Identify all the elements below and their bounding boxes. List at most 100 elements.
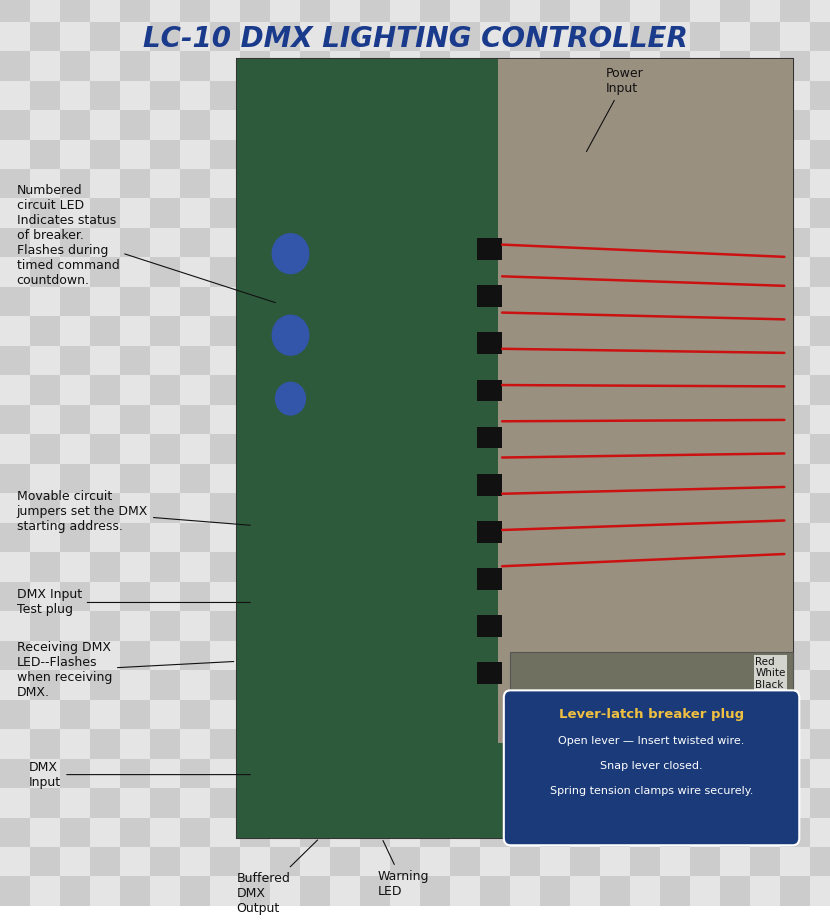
Bar xyxy=(420,21,450,51)
Bar xyxy=(510,110,540,139)
Bar xyxy=(750,316,780,346)
Bar xyxy=(240,611,270,641)
Bar xyxy=(300,169,330,198)
Bar xyxy=(810,80,830,110)
Bar xyxy=(240,139,270,169)
Bar xyxy=(300,375,330,405)
Bar xyxy=(240,228,270,257)
Bar xyxy=(600,552,630,582)
Bar xyxy=(690,641,720,670)
Bar xyxy=(570,375,600,405)
Bar xyxy=(477,662,502,684)
Bar xyxy=(60,582,90,611)
Bar xyxy=(540,641,570,670)
Bar xyxy=(630,139,660,169)
Bar xyxy=(360,582,390,611)
Bar xyxy=(210,818,240,847)
Bar xyxy=(720,375,750,405)
Bar xyxy=(0,582,30,611)
Bar xyxy=(720,80,750,110)
Bar xyxy=(60,169,90,198)
Bar xyxy=(750,169,780,198)
Bar xyxy=(420,110,450,139)
Bar xyxy=(780,0,810,21)
Bar xyxy=(660,700,690,729)
Bar xyxy=(0,641,30,670)
Bar xyxy=(360,523,390,552)
Bar xyxy=(120,552,150,582)
Bar xyxy=(477,238,502,260)
Bar xyxy=(120,818,150,847)
Bar xyxy=(660,464,690,493)
Bar xyxy=(30,139,60,169)
Bar xyxy=(300,670,330,700)
Circle shape xyxy=(272,315,309,355)
Bar xyxy=(0,611,30,641)
Bar xyxy=(300,228,330,257)
Bar xyxy=(780,169,810,198)
Bar xyxy=(420,198,450,228)
Bar xyxy=(600,434,630,464)
Bar xyxy=(510,169,540,198)
Bar xyxy=(390,287,420,316)
Bar xyxy=(60,847,90,877)
Bar xyxy=(210,847,240,877)
Bar xyxy=(30,21,60,51)
Bar xyxy=(240,818,270,847)
Bar xyxy=(270,316,300,346)
Bar xyxy=(240,670,270,700)
Bar xyxy=(540,228,570,257)
Bar xyxy=(180,139,210,169)
Bar xyxy=(150,80,180,110)
Bar xyxy=(30,611,60,641)
Bar xyxy=(330,670,360,700)
Bar xyxy=(720,670,750,700)
Bar xyxy=(480,818,510,847)
Bar xyxy=(300,611,330,641)
Text: Open lever — Insert twisted wire.: Open lever — Insert twisted wire. xyxy=(559,736,745,746)
Bar xyxy=(210,729,240,759)
Bar xyxy=(420,788,450,818)
Bar xyxy=(90,346,120,375)
Bar xyxy=(420,759,450,788)
Bar xyxy=(270,523,300,552)
Bar xyxy=(120,582,150,611)
Bar xyxy=(720,110,750,139)
Bar xyxy=(510,700,540,729)
Text: LC-10 DMX LIGHTING CONTROLLER: LC-10 DMX LIGHTING CONTROLLER xyxy=(143,26,687,53)
Bar xyxy=(540,552,570,582)
Bar xyxy=(600,818,630,847)
Bar xyxy=(180,405,210,434)
Bar xyxy=(240,110,270,139)
Bar xyxy=(270,700,300,729)
Bar xyxy=(540,582,570,611)
Bar xyxy=(810,346,830,375)
Bar xyxy=(390,670,420,700)
Bar xyxy=(540,346,570,375)
Bar xyxy=(90,257,120,287)
Bar xyxy=(570,287,600,316)
Bar xyxy=(810,788,830,818)
Bar xyxy=(420,346,450,375)
Bar xyxy=(810,375,830,405)
Bar xyxy=(450,611,480,641)
Bar xyxy=(690,670,720,700)
Bar xyxy=(300,287,330,316)
Bar xyxy=(0,729,30,759)
Bar xyxy=(720,464,750,493)
Bar xyxy=(600,0,630,21)
Bar xyxy=(180,818,210,847)
Bar xyxy=(180,228,210,257)
Bar xyxy=(210,198,240,228)
Bar xyxy=(90,228,120,257)
Bar xyxy=(600,877,630,906)
Bar xyxy=(570,670,600,700)
Bar xyxy=(540,169,570,198)
Bar xyxy=(600,641,630,670)
Bar xyxy=(570,0,600,21)
Bar xyxy=(510,877,540,906)
Text: Movable circuit
jumpers set the DMX
starting address.: Movable circuit jumpers set the DMX star… xyxy=(17,491,251,534)
Bar xyxy=(210,346,240,375)
Bar xyxy=(810,464,830,493)
Bar xyxy=(690,346,720,375)
